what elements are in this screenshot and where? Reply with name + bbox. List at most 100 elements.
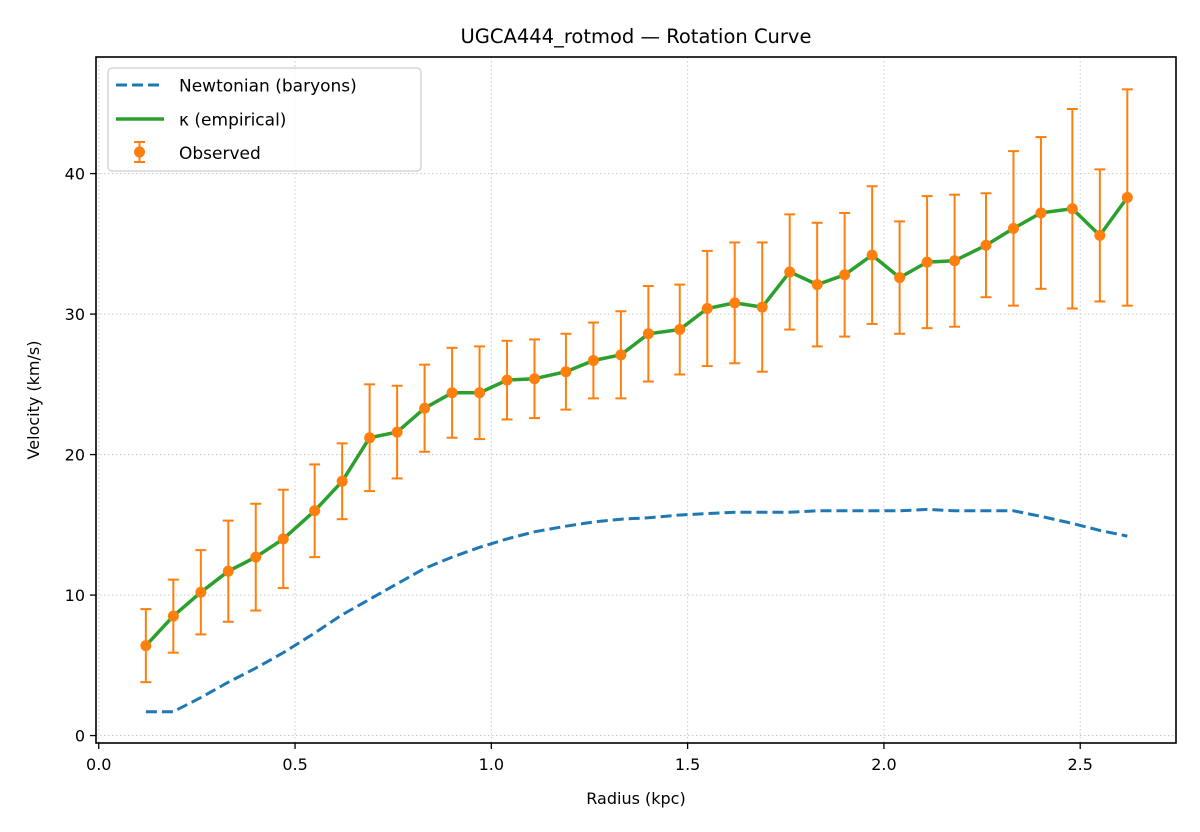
- data-marker: [615, 349, 627, 361]
- y-tick-label: 30: [65, 305, 85, 324]
- data-marker: [474, 387, 486, 399]
- kappa-series: [144, 196, 1129, 647]
- y-axis-ticks: 0 10 20 30 40: [65, 165, 96, 746]
- observed-point: [419, 363, 431, 453]
- data-marker: [364, 432, 376, 444]
- y-tick-label: 10: [65, 586, 85, 605]
- data-marker: [529, 373, 541, 385]
- observed-point: [701, 249, 713, 368]
- data-marker: [839, 269, 851, 281]
- observed-point: [501, 339, 513, 421]
- data-marker: [560, 366, 572, 378]
- x-axis-label: Radius (kpc): [586, 789, 685, 808]
- observed-point: [756, 241, 768, 373]
- newtonian-series: [145, 507, 1128, 714]
- x-axis-ticks: 0.0 0.5 1.0 1.5 2.0 2.5: [86, 743, 1093, 774]
- observed-point: [1035, 136, 1047, 290]
- data-marker: [419, 402, 431, 414]
- observed-point: [615, 310, 627, 400]
- legend: Newtonian (baryons) κ (empirical) Observ…: [107, 67, 422, 172]
- data-marker: [1094, 229, 1106, 241]
- observed-point: [1066, 107, 1078, 310]
- data-marker: [446, 387, 458, 399]
- observed-point: [839, 211, 851, 338]
- grid-lines: [96, 57, 1176, 743]
- data-marker: [195, 586, 207, 598]
- data-marker: [784, 266, 796, 278]
- observed-point: [1007, 150, 1019, 307]
- kappa-line: [144, 196, 1129, 647]
- observed-point: [811, 221, 823, 348]
- data-marker: [701, 302, 713, 314]
- data-marker: [756, 301, 768, 313]
- axes-frame: [95, 56, 1177, 744]
- observed-point: [1121, 88, 1133, 307]
- y-axis-label: Velocity (km/s): [24, 341, 43, 460]
- observed-point: [587, 321, 599, 400]
- legend-observed-swatch: [134, 141, 145, 163]
- data-marker: [336, 475, 348, 487]
- observed-point: [980, 192, 992, 299]
- chart-title: UGCA444_rotmod — Rotation Curve: [461, 25, 812, 48]
- data-marker: [1007, 222, 1019, 234]
- data-marker: [167, 610, 179, 622]
- observed-point: [167, 578, 179, 654]
- observed-point: [894, 220, 906, 335]
- data-marker: [1035, 207, 1047, 219]
- newtonian-line: [145, 507, 1128, 714]
- legend-kappa-label: κ (empirical): [179, 111, 286, 131]
- observed-series: [140, 88, 1133, 684]
- data-marker: [1066, 203, 1078, 215]
- observed-point: [277, 488, 289, 590]
- data-marker: [949, 255, 961, 267]
- observed-point: [921, 195, 933, 330]
- x-tick-label: 1.5: [675, 755, 700, 774]
- observed-point: [784, 213, 796, 331]
- data-marker: [894, 272, 906, 284]
- data-marker: [587, 354, 599, 366]
- observed-point: [222, 519, 234, 623]
- x-tick-label: 0.0: [86, 755, 111, 774]
- observed-point: [949, 193, 961, 328]
- observed-point: [446, 346, 458, 439]
- data-marker: [140, 640, 152, 652]
- observed-point: [364, 383, 376, 493]
- data-marker: [642, 328, 654, 340]
- legend-observed-label: Observed: [179, 144, 261, 164]
- data-marker: [729, 297, 741, 309]
- legend-newtonian-label: Newtonian (baryons): [179, 77, 357, 97]
- data-marker: [866, 249, 878, 261]
- data-marker: [250, 551, 262, 563]
- observed-point: [336, 442, 348, 521]
- data-marker: [811, 279, 823, 291]
- data-marker: [309, 505, 321, 517]
- data-marker: [1121, 191, 1133, 203]
- y-tick-label: 0: [75, 727, 85, 746]
- data-marker: [501, 374, 513, 386]
- x-tick-label: 2.0: [871, 755, 896, 774]
- observed-point: [729, 241, 741, 365]
- x-tick-label: 0.5: [282, 755, 307, 774]
- observed-point: [529, 338, 541, 420]
- observed-point: [1094, 168, 1106, 303]
- data-marker: [277, 533, 289, 545]
- observed-point: [391, 384, 403, 480]
- observed-point: [642, 284, 654, 383]
- observed-point: [866, 185, 878, 325]
- data-marker: [674, 324, 686, 336]
- observed-point: [674, 283, 686, 376]
- data-marker: [980, 239, 992, 251]
- y-tick-label: 20: [65, 446, 85, 465]
- x-tick-label: 1.0: [479, 755, 504, 774]
- observed-point: [309, 463, 321, 559]
- x-tick-label: 2.5: [1067, 755, 1092, 774]
- observed-point: [195, 549, 207, 636]
- observed-point: [250, 502, 262, 612]
- legend-box: [107, 67, 422, 172]
- observed-point: [474, 345, 486, 441]
- data-marker: [222, 565, 234, 577]
- data-marker: [921, 256, 933, 268]
- data-marker: [391, 426, 403, 438]
- observed-point: [560, 332, 572, 411]
